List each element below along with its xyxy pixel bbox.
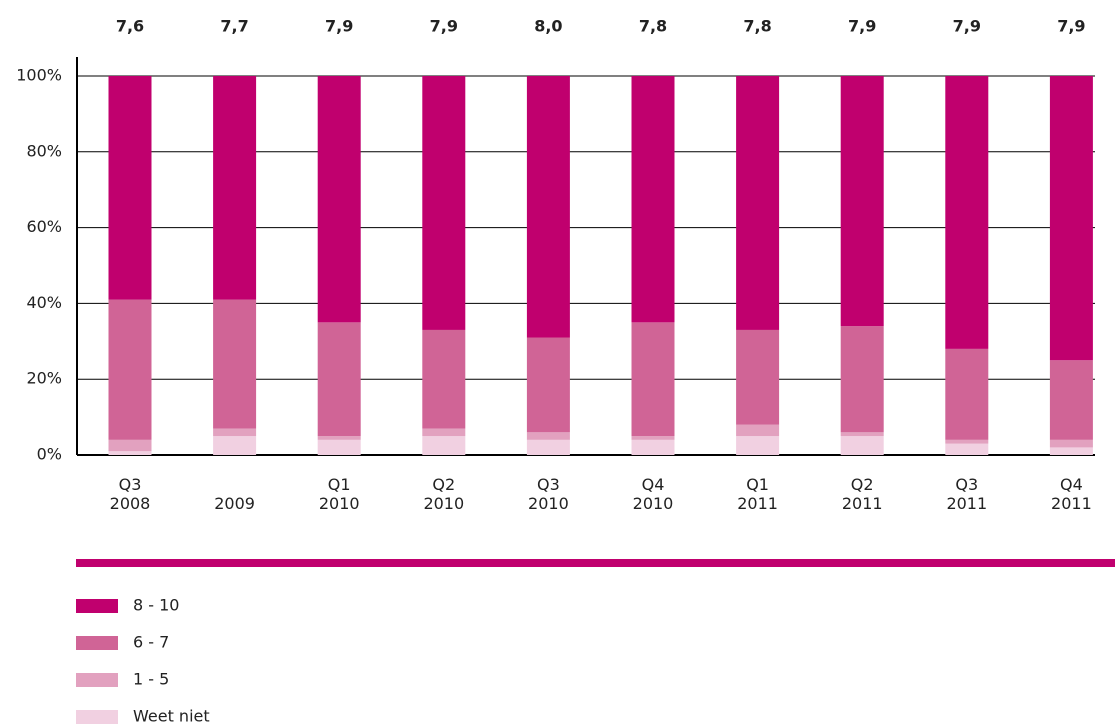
x-tick-label: Q3 2008 bbox=[109, 475, 151, 513]
bar-segment bbox=[108, 451, 152, 455]
x-tick-label: Q4 2010 bbox=[632, 475, 674, 513]
bar-segment bbox=[526, 432, 570, 440]
x-tick-label: Q3 2010 bbox=[528, 475, 569, 513]
x-tick-label: 2009 bbox=[214, 494, 255, 513]
x-tick-label: Q2 2011 bbox=[841, 475, 883, 513]
legend-label: 1 - 5 bbox=[133, 670, 169, 689]
legend-label: Weet niet bbox=[133, 707, 210, 726]
bar-segment bbox=[317, 322, 361, 437]
bar-segment bbox=[945, 348, 989, 440]
bar-segment bbox=[736, 424, 780, 437]
bar-segment bbox=[422, 428, 466, 437]
bar-segment bbox=[631, 439, 675, 455]
legend-swatch bbox=[76, 710, 118, 724]
bar-segment bbox=[631, 76, 675, 323]
bar-segment bbox=[526, 337, 570, 433]
bar-segment bbox=[1049, 447, 1093, 455]
y-tick-label: 80% bbox=[26, 141, 62, 160]
bar-segment bbox=[213, 436, 257, 455]
y-tick-label: 60% bbox=[26, 217, 62, 236]
score-label: 7,9 bbox=[1057, 17, 1085, 36]
y-tick-label: 100% bbox=[16, 66, 62, 85]
bar-segment bbox=[1049, 360, 1093, 440]
bar-segment bbox=[945, 76, 989, 349]
bar-segment bbox=[317, 439, 361, 455]
x-tick-label: Q1 2010 bbox=[318, 475, 360, 513]
legend-swatch bbox=[76, 636, 118, 650]
legend-swatch bbox=[76, 599, 118, 613]
x-tick-label: Q3 2011 bbox=[946, 475, 988, 513]
bar-segment bbox=[213, 299, 257, 429]
bar-segment bbox=[422, 436, 466, 455]
x-tick-label: Q2 2010 bbox=[423, 475, 465, 513]
bar-segment bbox=[422, 329, 466, 429]
bar-segment bbox=[108, 439, 152, 452]
bar-segment bbox=[945, 443, 989, 455]
bar-segment bbox=[631, 436, 675, 440]
score-label: 7,6 bbox=[116, 17, 144, 36]
score-label: 7,8 bbox=[743, 17, 771, 36]
bar-segment bbox=[631, 322, 675, 437]
bar-segment bbox=[213, 428, 257, 437]
score-label: 7,9 bbox=[325, 17, 353, 36]
bar-segment bbox=[317, 436, 361, 440]
bar-segment bbox=[526, 439, 570, 455]
y-tick-label: 40% bbox=[26, 293, 62, 312]
bar-segment bbox=[1049, 439, 1093, 448]
bar-segment bbox=[840, 326, 884, 433]
score-label: 8,0 bbox=[534, 17, 562, 36]
bar-segment bbox=[945, 439, 989, 444]
bar-segment bbox=[840, 436, 884, 455]
legend-label: 8 - 10 bbox=[133, 596, 179, 615]
bar-segment bbox=[213, 76, 257, 300]
x-tick-label: Q1 2011 bbox=[737, 475, 778, 513]
bar-segment bbox=[108, 76, 152, 300]
y-tick-label: 20% bbox=[26, 369, 62, 388]
bar-segment bbox=[736, 436, 780, 455]
bar-segment bbox=[108, 299, 152, 440]
bar-segment bbox=[840, 432, 884, 437]
score-label: 7,9 bbox=[430, 17, 458, 36]
score-label: 7,8 bbox=[639, 17, 667, 36]
x-tick-label: Q4 2011 bbox=[1051, 475, 1092, 513]
legend-swatch bbox=[76, 673, 118, 687]
bar-segment bbox=[1049, 76, 1093, 361]
bar-segment bbox=[526, 76, 570, 338]
bar-segment bbox=[422, 76, 466, 330]
score-label: 7,9 bbox=[848, 17, 876, 36]
y-tick-label: 0% bbox=[37, 445, 62, 464]
bar-segment bbox=[840, 76, 884, 327]
score-label: 7,9 bbox=[953, 17, 981, 36]
score-label: 7,7 bbox=[220, 17, 248, 36]
bar-segment bbox=[736, 76, 780, 330]
legend-label: 6 - 7 bbox=[133, 633, 169, 652]
divider bbox=[76, 559, 1115, 567]
bar-segment bbox=[736, 329, 780, 425]
bar-segment bbox=[317, 76, 361, 323]
